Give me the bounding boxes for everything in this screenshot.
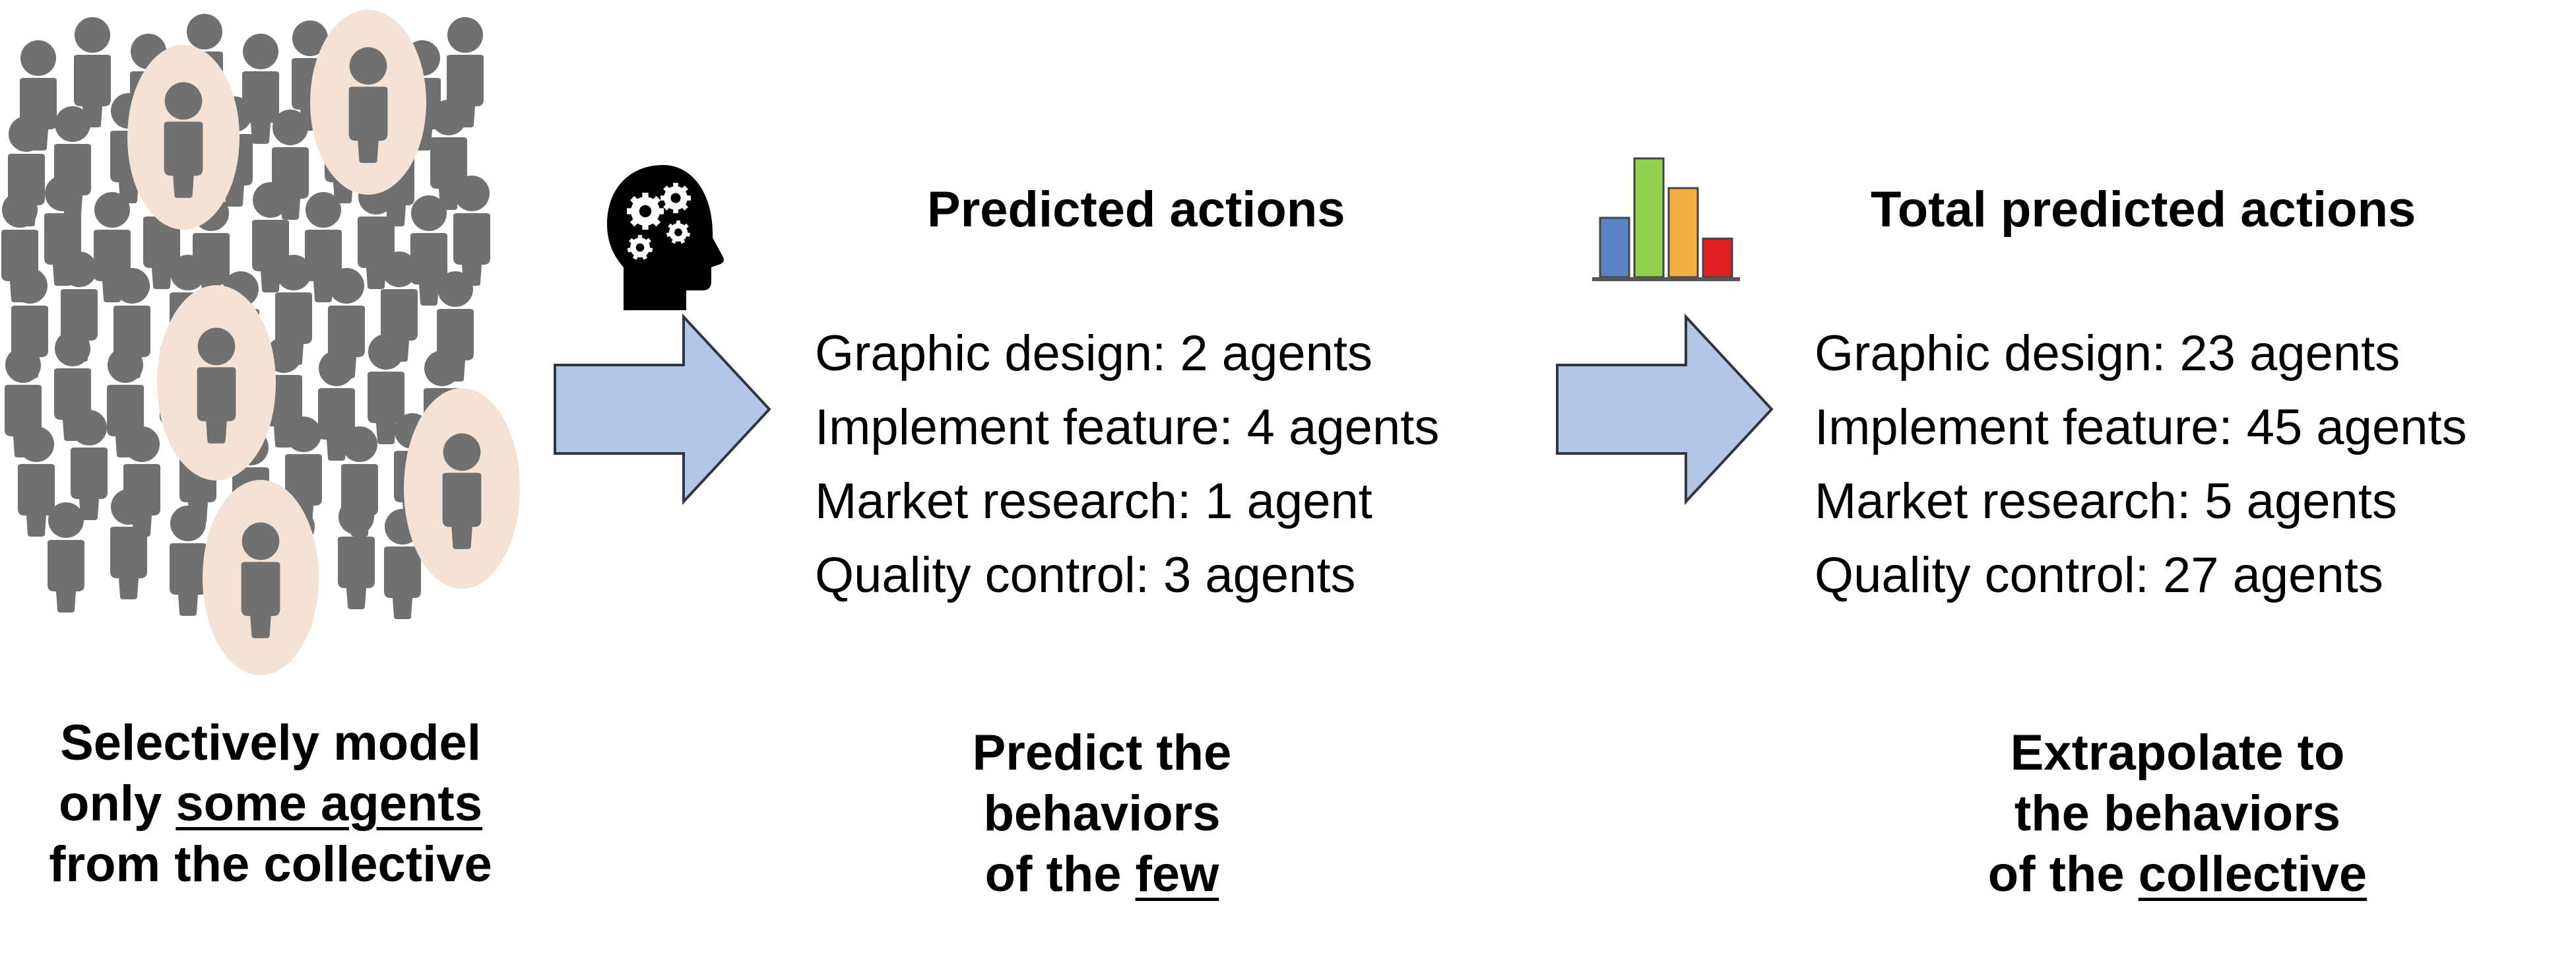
person-icon bbox=[71, 410, 108, 520]
caption-line: Selectively model bbox=[60, 715, 481, 771]
highlighted-agent bbox=[203, 480, 319, 675]
caption-predict-few: Predict the behaviors of the few bbox=[851, 723, 1353, 905]
gear-icon bbox=[626, 192, 664, 230]
caption-text: only bbox=[59, 776, 176, 832]
person-icon bbox=[170, 506, 207, 616]
caption-line: Predict the bbox=[972, 725, 1232, 781]
bar-chart-icon bbox=[1592, 157, 1740, 281]
list-item: Graphic design: 2 agents bbox=[815, 325, 1372, 382]
right-arrow-icon bbox=[554, 314, 771, 505]
caption-line: Extrapolate to bbox=[2010, 725, 2345, 781]
caption-line: the behaviors bbox=[2014, 785, 2341, 842]
caption-underlined-text: few bbox=[1135, 846, 1219, 902]
right-arrow-icon bbox=[1556, 314, 1774, 505]
list-item: Quality control: 3 agents bbox=[815, 547, 1356, 603]
total-predicted-actions-heading: Total predicted actions bbox=[1871, 182, 2416, 238]
predicted-actions-list: Graphic design: 2 agents Implement featu… bbox=[815, 317, 1439, 613]
list-item: Graphic design: 23 agents bbox=[1815, 325, 2400, 382]
chart-icon-bar bbox=[1667, 187, 1699, 279]
people-crowd-icon bbox=[1, 10, 520, 675]
list-item: Implement feature: 4 agents bbox=[815, 399, 1440, 455]
highlighted-agent bbox=[157, 285, 276, 481]
caption-underlined-text: some agents bbox=[176, 776, 482, 832]
predicted-actions-heading: Predicted actions bbox=[927, 182, 1345, 238]
chart-icon-baseline bbox=[1592, 277, 1740, 281]
person-icon bbox=[338, 499, 375, 609]
chart-icon-bar bbox=[1599, 216, 1630, 279]
highlighted-agent bbox=[127, 45, 240, 230]
caption-text: of the bbox=[1987, 846, 2139, 902]
person-icon bbox=[48, 502, 84, 613]
list-item: Implement feature: 45 agents bbox=[1815, 399, 2467, 455]
chart-icon-bar bbox=[1633, 157, 1665, 279]
caption-line: of the few bbox=[851, 844, 1353, 905]
caption-line: only some agents bbox=[7, 774, 534, 834]
head-gears-icon bbox=[607, 165, 724, 310]
caption-underlined-text: collective bbox=[2138, 846, 2367, 902]
person-icon bbox=[453, 176, 490, 286]
chart-icon-bar bbox=[1702, 238, 1733, 279]
caption-text: of the bbox=[984, 846, 1136, 902]
caption-line: behaviors bbox=[983, 785, 1221, 842]
list-item: Market research: 5 agents bbox=[1815, 473, 2397, 529]
highlighted-agent bbox=[310, 10, 426, 195]
person-icon bbox=[110, 489, 147, 599]
list-item: Quality control: 27 agents bbox=[1815, 547, 2383, 603]
gear-icon bbox=[627, 234, 653, 260]
caption-selective-model: Selectively model only some agents from … bbox=[7, 713, 534, 895]
highlighted-agent bbox=[404, 388, 520, 589]
gear-icon bbox=[666, 220, 691, 244]
gear-icon bbox=[660, 183, 691, 213]
caption-extrapolate-collective: Extrapolate to the behaviors of the coll… bbox=[1848, 723, 2507, 905]
list-item: Market research: 1 agent bbox=[815, 473, 1372, 529]
caption-line: from the collective bbox=[49, 836, 492, 892]
caption-line: of the collective bbox=[1848, 844, 2507, 905]
total-predicted-actions-list: Graphic design: 23 agents Implement feat… bbox=[1815, 317, 2467, 613]
